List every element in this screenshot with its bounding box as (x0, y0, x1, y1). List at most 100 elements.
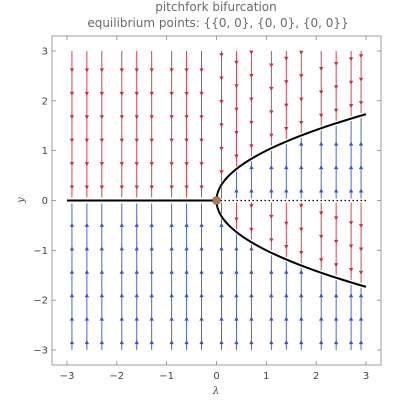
chart-subtitle: equilibrium points: {{0, 0}, {0, 0}, {0,… (87, 16, 348, 30)
field-arrow-down (333, 216, 339, 221)
field-arrow-up (269, 293, 274, 298)
vector-field (69, 50, 364, 351)
field-arrow-down (269, 86, 274, 91)
field-arrow-up (199, 222, 204, 227)
field-arrow-up (358, 165, 364, 170)
field-arrow-down (333, 108, 339, 113)
field-arrow-up (299, 165, 304, 170)
field-column (119, 50, 124, 351)
x-tick: 0 (213, 36, 220, 382)
field-arrow-down (84, 68, 90, 73)
field-arrow-down (358, 270, 364, 275)
field-arrow-down (134, 115, 139, 120)
y-tick-label: −2 (33, 296, 48, 307)
field-arrow-up (284, 165, 289, 170)
field-arrow-up (84, 340, 90, 345)
field-arrow-down (269, 110, 274, 115)
field-arrow-down (199, 68, 204, 73)
field-arrow-down (69, 115, 75, 120)
field-arrow-down (219, 123, 224, 128)
field-arrow-down (358, 224, 364, 229)
field-column (269, 50, 274, 351)
field-arrow-down (84, 115, 90, 120)
field-arrow-down (119, 162, 124, 167)
field-arrow-up (169, 316, 174, 321)
field-arrow-up (99, 293, 105, 298)
field-arrow-down (134, 185, 139, 190)
field-arrow-up (134, 246, 139, 251)
field-arrow-down (99, 68, 105, 73)
field-arrow-up (184, 269, 189, 274)
field-arrow-up (219, 222, 224, 227)
field-arrow-up (284, 269, 289, 274)
field-arrow-up (134, 316, 139, 321)
field-arrow-down (348, 80, 354, 85)
field-arrow-down (318, 66, 324, 71)
field-column (249, 50, 254, 351)
field-arrow-down (318, 113, 324, 118)
field-arrow-down (318, 211, 324, 216)
x-axis-label: λ (212, 386, 219, 397)
field-arrow-up (169, 340, 174, 345)
field-column (149, 50, 154, 351)
field-arrow-down (134, 162, 139, 167)
field-column (348, 50, 354, 351)
field-arrow-down (249, 144, 254, 149)
field-arrow-up (299, 188, 304, 193)
field-arrow-down (184, 91, 189, 96)
field-arrow-down (134, 68, 139, 73)
field-arrow-down (249, 74, 254, 79)
field-arrow-up (249, 246, 254, 251)
field-arrow-up (284, 188, 289, 193)
field-arrow-down (99, 185, 105, 190)
field-arrow-down (169, 115, 174, 120)
field-arrow-down (199, 115, 204, 120)
field-arrow-up (199, 269, 204, 274)
field-arrow-down (358, 247, 364, 252)
field-column (299, 50, 304, 351)
field-arrow-up (348, 293, 354, 298)
field-arrow-down (284, 56, 289, 61)
field-arrow-down (119, 91, 124, 96)
field-arrow-up (358, 188, 364, 193)
field-arrow-down (299, 227, 304, 232)
y-tick-label: −3 (33, 346, 48, 357)
field-arrow-down (358, 54, 364, 59)
field-arrow-down (284, 127, 289, 132)
field-arrow-down (234, 60, 239, 65)
field-arrow-up (184, 246, 189, 251)
y-tick: 3 (42, 46, 381, 57)
field-arrow-up (219, 293, 224, 298)
field-arrow-up (299, 316, 304, 321)
field-arrow-up (119, 246, 124, 251)
field-arrow-up (149, 316, 154, 321)
field-arrow-up (119, 293, 124, 298)
field-arrow-up (249, 316, 254, 321)
field-arrow-up (134, 293, 139, 298)
field-arrow-down (269, 238, 274, 243)
field-arrow-down (99, 138, 105, 143)
x-tick-label: −2 (109, 371, 124, 382)
field-arrow-up (318, 340, 324, 345)
field-arrow-up (318, 141, 324, 146)
field-arrow-up (358, 340, 364, 345)
field-arrow-down (119, 68, 124, 73)
field-arrow-up (84, 293, 90, 298)
field-arrow-down (318, 258, 324, 263)
field-arrow-up (333, 340, 339, 345)
field-column (184, 50, 189, 351)
field-arrow-down (169, 68, 174, 73)
field-arrow-down (119, 185, 124, 190)
field-arrow-down (284, 103, 289, 108)
field-arrow-up (69, 269, 75, 274)
field-arrow-down (299, 97, 304, 102)
field-arrow-down (69, 91, 75, 96)
field-arrow-up (199, 293, 204, 298)
field-arrow-up (299, 269, 304, 274)
y-tick: 2 (42, 96, 381, 107)
field-arrow-up (299, 293, 304, 298)
field-arrow-up (234, 246, 239, 251)
field-arrow-up (69, 222, 75, 227)
field-arrow-up (358, 316, 364, 321)
